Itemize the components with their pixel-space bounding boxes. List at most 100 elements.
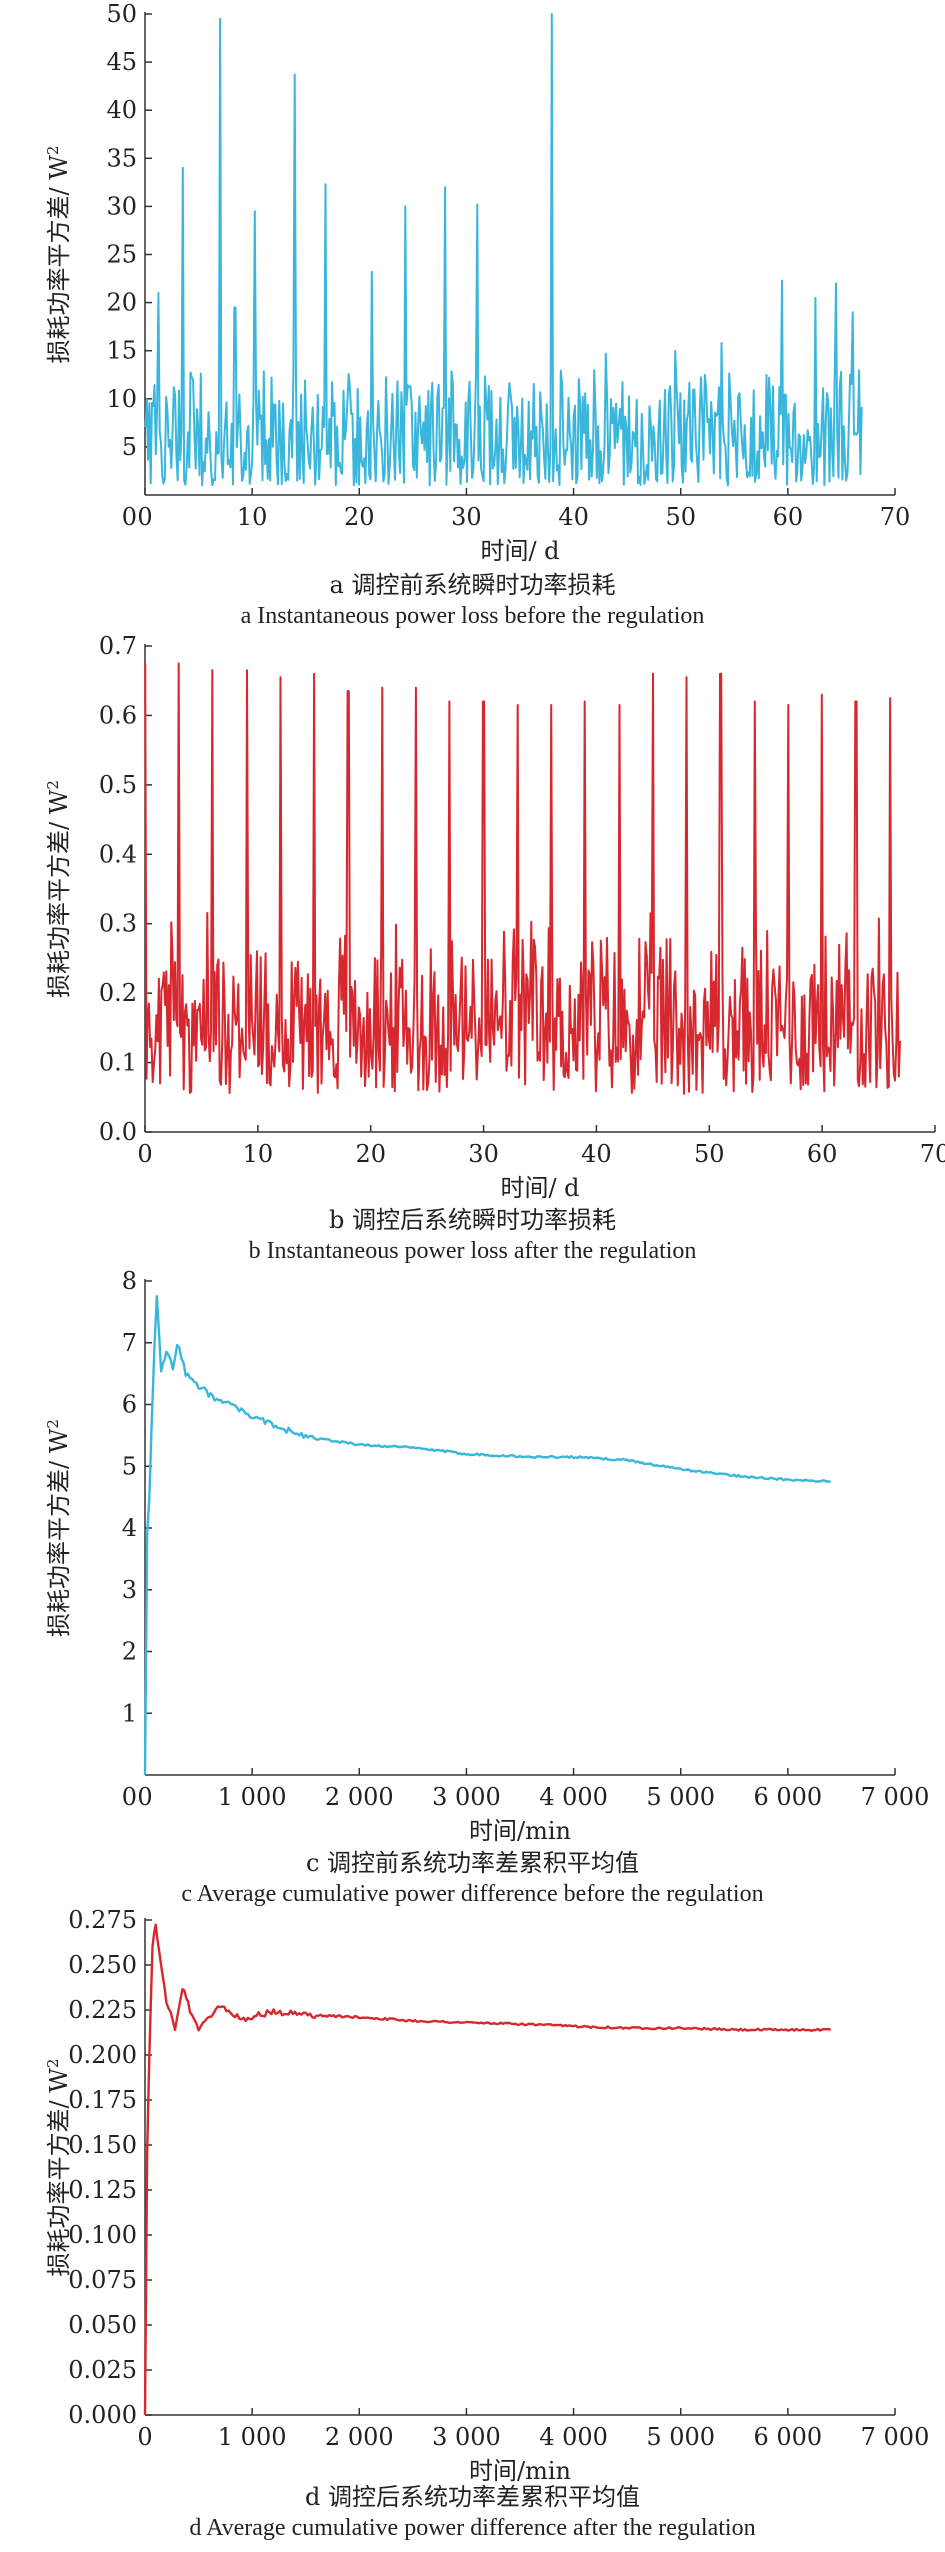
chart-a: 0 10 20 30 40 50 60 70 5 10 15 20 25 30 35 40 45 50 0 时间/ d… [44,0,911,565]
caption-zh-c: c 调控前系统功率差累积平均值 [305,1849,640,1877]
x-tick-label: 3 000 [432,1783,501,1811]
caption-en-b: b Instantaneous power loss after the reg… [248,1238,697,1264]
x-tick-label: 70 [920,1140,945,1168]
y-axis-label-superscript: 2 [44,146,62,156]
caption-en-c: c Average cumulative power difference be… [181,1881,764,1907]
y-tick-label: 2 [122,1638,137,1666]
x-tick-label: 50 [694,1140,725,1168]
y-tick-label: 0.5 [99,771,137,799]
chart-panel-c: 0 1 000 2 000 3 000 4 000 5 000 6 000 7 000 1 2 3 4… [0,1265,945,1907]
y-axis-label-group: 损耗功率平方差/ W2 [44,2059,73,2277]
y-tick-label: 50 [106,0,137,28]
chart-c: 0 1 000 2 000 3 000 4 000 5 000 6 000 7 000 1 2 3 4… [44,1267,930,1845]
x-tick-label: 60 [773,503,804,531]
y-tick-label: 4 [122,1514,137,1542]
y-tick-label: 0.1 [99,1049,137,1077]
y-tick-label: 0.050 [68,2311,137,2339]
x-tick-label: 4 000 [539,2423,608,2451]
y-tick-label: 0.2 [99,979,137,1007]
caption-zh-d: d 调控后系统功率差累积平均值 [305,2483,640,2511]
y-tick-label: 0.200 [68,2041,137,2069]
x-axis-label: 时间/ d [500,1174,579,1202]
y-tick-label: 0.000 [68,2401,137,2429]
y-axis-label: 损耗功率平方差/ W2 [44,2059,73,2277]
y-tick-label: 6 [122,1391,137,1419]
y-axis-label: 损耗功率平方差/ W2 [44,780,73,998]
y-tick-label: 0.150 [68,2131,137,2159]
x-tick-label: 10 [243,1140,274,1168]
y-tick-label: 15 [106,337,137,365]
y-axis-label-superscript: 2 [44,780,62,790]
x-tick-label: 6 000 [753,2423,822,2451]
x-tick-label: 30 [468,1140,499,1168]
y-tick-label: 1 [122,1699,137,1727]
y-tick-label: 0.175 [68,2086,137,2114]
chart-panel-b: 0 10 20 30 40 50 60 70 0.0 0.1 0.2 0.3 0.4 0.5 0.6 0.7 时… [0,630,945,1270]
x-tick-label: 60 [807,1140,838,1168]
chart-d: 0 1 000 2 000 3 000 4 000 5 000 6 000 7 000 0.00… [44,1906,930,2485]
x-tick-label: 40 [581,1140,612,1168]
axis-origin-label: 0 [122,503,137,531]
x-axis-label: 时间/min [469,1817,571,1845]
x-tick-label: 0 [137,2423,152,2451]
x-tick-label: 10 [237,503,268,531]
y-tick-label: 0.125 [68,2176,137,2204]
y-tick-label: 5 [122,1452,137,1480]
series-line [144,662,901,1095]
y-tick-label: 30 [106,192,137,220]
chart-panel-a: 0 10 20 30 40 50 60 70 5 10 15 20 25 30 35 40 45 50 0 时间/ d… [0,0,945,640]
y-tick-label: 3 [122,1576,137,1604]
y-tick-label: 0.4 [99,840,137,868]
x-tick-label: 2 000 [325,1783,394,1811]
y-tick-label: 0.075 [68,2266,137,2294]
axis-origin-label: 0 [122,1783,137,1811]
y-tick-label: 40 [106,96,137,124]
y-tick-label: 0.6 [99,701,137,729]
x-tick-label: 4 000 [539,1783,608,1811]
y-tick-label: 0.100 [68,2221,137,2249]
x-tick-label: 1 000 [218,1783,287,1811]
x-tick-label: 7 000 [861,2423,930,2451]
y-tick-label: 10 [106,385,137,413]
caption-en-a: a Instantaneous power loss before the re… [240,603,705,629]
chart-panel-d: 0 1 000 2 000 3 000 4 000 5 000 6 000 7 000 0.00… [0,1905,945,2552]
x-axis-label: 时间/min [469,2457,571,2485]
y-tick-label: 25 [106,241,137,269]
y-axis-label-group: 损耗功率平方差/ W2 [44,1419,73,1637]
y-axis-label-superscript: 2 [44,1419,62,1429]
chart-b: 0 10 20 30 40 50 60 70 0.0 0.1 0.2 0.3 0.4 0.5 0.6 0.7 时… [44,632,945,1202]
x-tick-label: 20 [344,503,375,531]
x-tick-label: 50 [665,503,696,531]
y-tick-label: 0.275 [68,1906,137,1934]
caption-en-d: d Average cumulative power difference af… [189,2515,756,2541]
x-tick-label: 1 000 [218,2423,287,2451]
x-tick-label: 5 000 [646,1783,715,1811]
x-tick-label: 3 000 [432,2423,501,2451]
y-tick-label: 7 [122,1329,137,1357]
y-axis-label: 损耗功率平方差/ W2 [44,146,73,364]
caption-zh-a: a 调控前系统瞬时功率损耗 [329,571,616,599]
y-tick-label: 0.250 [68,1951,137,1979]
y-axis-label-group: 损耗功率平方差/ W2 [44,146,73,364]
series-line [143,1295,831,1776]
x-tick-label: 0 [137,1783,152,1811]
x-tick-label: 6 000 [753,1783,822,1811]
y-tick-label: 0.7 [99,632,137,660]
series-line [143,1923,832,2416]
series-line [144,13,863,487]
x-tick-label: 5 000 [646,2423,715,2451]
x-tick-label: 2 000 [325,2423,394,2451]
y-axis-label-superscript: 2 [44,2059,62,2069]
x-tick-label: 7 000 [861,1783,930,1811]
y-tick-label: 5 [122,433,137,461]
x-tick-label: 40 [558,503,589,531]
y-tick-label: 0.025 [68,2356,137,2384]
y-tick-label: 45 [106,48,137,76]
y-axis-label: 损耗功率平方差/ W2 [44,1419,73,1637]
y-axis-label-group: 损耗功率平方差/ W2 [44,780,73,998]
x-tick-label: 70 [880,503,911,531]
x-tick-label: 0 [137,1140,152,1168]
y-tick-label: 0.225 [68,1996,137,2024]
caption-zh-b: b 调控后系统瞬时功率损耗 [329,1206,616,1234]
y-tick-label: 0.0 [99,1118,137,1146]
